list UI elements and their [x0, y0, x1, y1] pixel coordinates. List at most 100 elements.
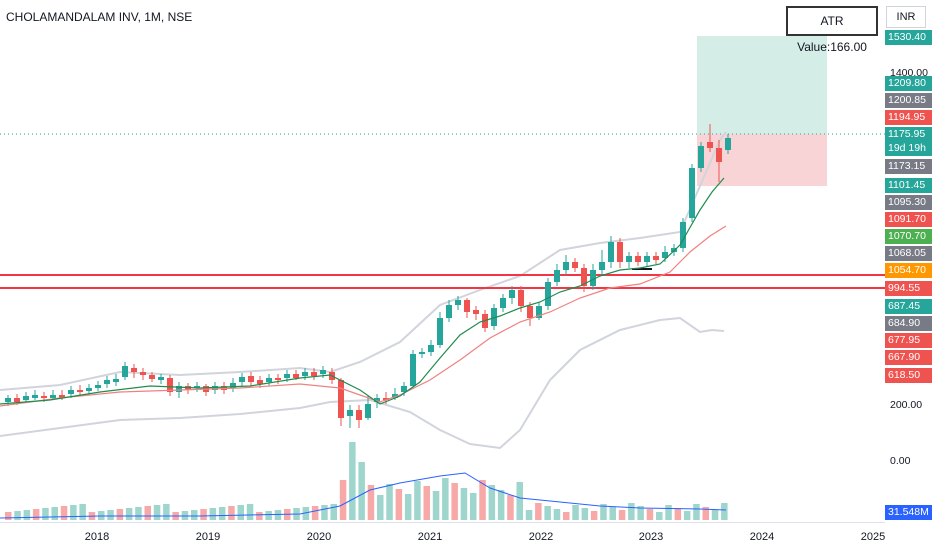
candle-body	[176, 386, 182, 392]
price-label: 677.95	[885, 333, 932, 348]
atr-value-box: ATR Value:166.00	[786, 6, 878, 54]
candle-body	[455, 300, 461, 305]
candle-body	[419, 352, 425, 354]
time-axis[interactable]: 2018 2019 2020 2021 2022 2023 2024 2025	[0, 522, 885, 551]
candle-body	[383, 398, 389, 400]
volume-bar	[423, 486, 430, 520]
candle-body	[473, 310, 479, 314]
candle-body	[689, 168, 695, 218]
candle-body	[608, 242, 614, 262]
candle-body	[635, 256, 641, 262]
candle-body	[563, 262, 569, 270]
candle-body	[626, 256, 632, 262]
volume-bar	[153, 505, 161, 520]
candle-body	[599, 262, 605, 270]
volume-bar	[358, 462, 365, 520]
volume-bar	[377, 495, 384, 520]
candle-body	[41, 396, 47, 398]
volume-bar	[516, 482, 523, 520]
price-label: 1175.95	[885, 127, 932, 142]
price-label: 1070.70	[885, 229, 932, 244]
candle-body	[32, 395, 38, 398]
volume-bar	[321, 505, 328, 520]
volume-bar	[163, 504, 170, 520]
volume-bar	[330, 504, 337, 520]
price-label: 1173.15	[885, 159, 932, 174]
volume-bar	[200, 509, 207, 520]
volume-bar	[637, 506, 644, 520]
ema-line	[0, 225, 727, 407]
volume-bar	[79, 504, 86, 520]
volume-bar	[618, 510, 626, 520]
currency-label[interactable]: INR	[886, 6, 926, 28]
volume-bar	[237, 505, 244, 520]
volume-bar	[51, 507, 58, 520]
volume-bar	[228, 506, 235, 520]
candle-body	[428, 345, 434, 352]
candle-body	[23, 396, 29, 400]
volume-bar	[674, 508, 682, 520]
candle-body	[590, 270, 596, 286]
price-chart[interactable]	[0, 0, 885, 522]
candle-body	[248, 376, 254, 382]
volume-bar	[98, 511, 105, 520]
x-tick-label: 2021	[417, 531, 443, 543]
candle-body	[527, 306, 533, 318]
volume-bar	[628, 503, 635, 520]
price-label: 994.55	[885, 281, 932, 296]
volume-bar	[144, 506, 151, 520]
volume-bar	[572, 505, 579, 520]
volume-ma-line	[0, 472, 727, 519]
chart-title: CHOLAMANDALAM INV, 1M, NSE	[6, 10, 193, 24]
candle-body	[392, 394, 398, 398]
volume-bar	[32, 509, 40, 520]
price-label: 667.90	[885, 350, 932, 365]
price-label: 1091.70	[885, 212, 932, 227]
candle-body	[662, 252, 668, 258]
volume-bar	[218, 507, 226, 520]
price-label: 687.45	[885, 299, 932, 314]
candle-body	[239, 377, 245, 382]
sma-line	[0, 177, 725, 405]
price-label: 1101.45	[885, 178, 932, 193]
candle-body	[311, 372, 317, 376]
candle-body	[545, 282, 551, 306]
candle-body	[437, 318, 443, 345]
candle-body	[86, 388, 92, 391]
candle-body	[230, 383, 236, 388]
candle-body	[509, 290, 515, 298]
price-label: 1209.80	[885, 76, 932, 91]
volume-bar	[349, 442, 356, 520]
x-tick-label: 2023	[638, 531, 664, 543]
volume-bar	[302, 507, 310, 520]
volume-bar	[665, 505, 672, 520]
profit-zone	[697, 36, 827, 134]
volume-bar	[563, 512, 570, 520]
price-label: 1095.30	[885, 195, 932, 210]
volume-bar	[479, 480, 486, 520]
volume-bar	[339, 480, 347, 520]
candle-body	[617, 242, 623, 262]
volume-bar	[5, 512, 12, 520]
candle-body	[257, 380, 263, 384]
volume-bar	[311, 506, 319, 520]
price-label: 1068.05	[885, 246, 932, 261]
candle-body	[95, 385, 101, 388]
candle-body	[716, 148, 722, 162]
candle-body	[284, 374, 290, 378]
candle-body	[158, 377, 164, 380]
x-tick-label: 2018	[84, 531, 110, 543]
candle-body	[464, 300, 470, 312]
lower-band-line	[0, 316, 725, 450]
candle-body	[491, 308, 497, 326]
candle-body	[572, 262, 578, 268]
volume-bar	[609, 507, 616, 520]
volume-bar	[544, 506, 551, 520]
price-label: 1054.70	[885, 263, 932, 278]
volume-bar	[553, 509, 561, 520]
candle-body	[113, 379, 119, 382]
candle-body	[554, 270, 560, 282]
volume-bar	[191, 510, 198, 520]
candle-body	[5, 398, 11, 402]
candle-body	[707, 142, 713, 148]
